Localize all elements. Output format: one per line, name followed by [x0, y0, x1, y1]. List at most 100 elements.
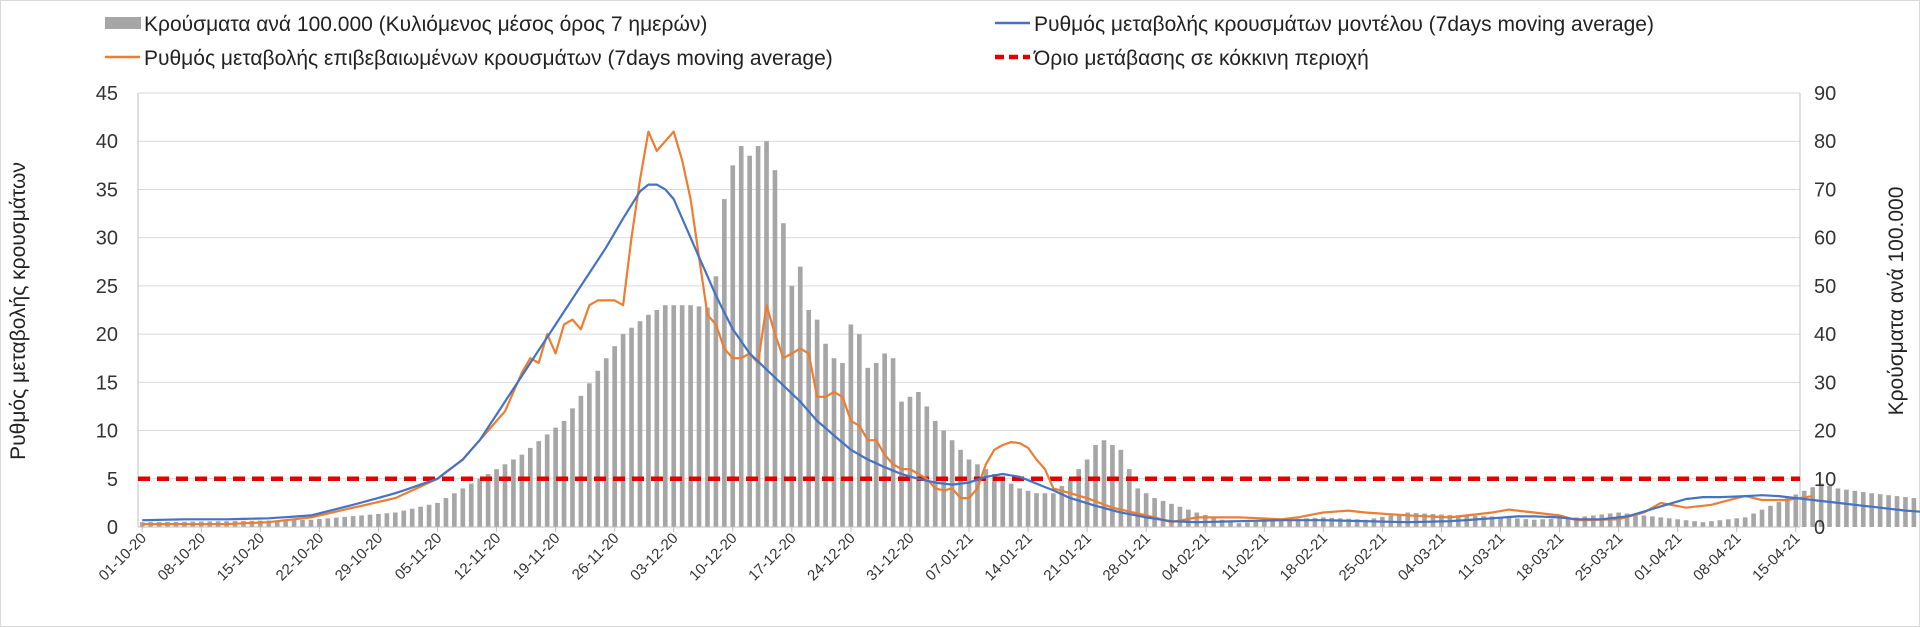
bar [317, 519, 322, 527]
bar [899, 401, 904, 527]
bar [1641, 515, 1647, 527]
bar [890, 358, 896, 527]
bar [1903, 497, 1908, 527]
bar [283, 520, 288, 527]
bar [553, 427, 558, 527]
bar [1329, 517, 1335, 527]
bar [1354, 519, 1360, 527]
bar [258, 520, 263, 527]
bar [865, 367, 871, 527]
bar [1877, 494, 1883, 527]
bar [781, 223, 786, 527]
bar [1911, 498, 1917, 527]
bar [595, 370, 601, 527]
bar [840, 363, 845, 527]
bar [460, 488, 466, 527]
bar [1776, 501, 1782, 527]
bar [722, 199, 727, 528]
bar [755, 146, 761, 528]
bar [1793, 494, 1799, 527]
bar [1574, 517, 1579, 527]
bar [612, 346, 617, 527]
bar [1725, 519, 1731, 527]
bar [587, 383, 592, 527]
bar [1489, 516, 1495, 527]
y-tick-left-label: 35 [96, 179, 118, 201]
bar [392, 512, 398, 527]
bar [1000, 478, 1006, 527]
bar [435, 502, 440, 527]
bar [1869, 493, 1875, 527]
bar [578, 395, 584, 527]
bar [494, 469, 499, 527]
bar [916, 391, 921, 527]
bar [772, 170, 778, 527]
bar [1582, 516, 1588, 527]
bar [983, 469, 989, 527]
bar [1177, 506, 1183, 527]
bar [1709, 521, 1714, 527]
bar [1287, 519, 1292, 527]
bar [1025, 490, 1031, 527]
bar [882, 353, 887, 527]
bar [359, 515, 364, 527]
bar [1405, 512, 1411, 527]
bar [806, 310, 812, 527]
bar [857, 334, 862, 527]
bar [662, 305, 668, 527]
bar [1506, 517, 1512, 527]
legend-bars-swatch [105, 17, 141, 29]
bar [1084, 459, 1090, 527]
bar [764, 141, 769, 527]
bar [291, 520, 297, 527]
bar [1017, 488, 1022, 527]
bar [907, 396, 913, 527]
legend: Κρούσματα ανά 100.000 (Κυλιόμενος μέσος … [105, 13, 1654, 70]
bar [789, 285, 795, 527]
bar [376, 513, 381, 527]
bar [1751, 513, 1756, 527]
bar [1666, 518, 1672, 527]
y-tick-right-label: 70 [1814, 179, 1836, 201]
bar [1700, 522, 1706, 527]
bar [1337, 518, 1343, 527]
bar [1304, 518, 1309, 527]
bar [1894, 496, 1900, 527]
bar [342, 516, 348, 527]
bar [502, 464, 508, 527]
bar [823, 343, 828, 527]
bar [300, 519, 305, 527]
bar [1008, 483, 1014, 527]
bar [1692, 521, 1697, 527]
bar [1422, 513, 1427, 527]
bar [536, 441, 542, 527]
y-tick-right-label: 0 [1814, 517, 1825, 539]
bar [511, 459, 516, 527]
bar [1169, 503, 1174, 527]
bar [831, 358, 837, 527]
bar [1363, 519, 1368, 527]
bar [629, 327, 634, 527]
bar [1844, 489, 1849, 527]
bar [1801, 490, 1807, 527]
bar [333, 517, 339, 527]
y-tick-right-label: 50 [1814, 276, 1836, 298]
bar [1312, 517, 1318, 527]
bar [1430, 513, 1436, 527]
bar [1143, 493, 1149, 527]
y-tick-right-label: 20 [1814, 421, 1836, 443]
bar [1498, 517, 1503, 527]
bar [519, 454, 525, 527]
bar [1093, 445, 1098, 527]
bar [966, 459, 972, 527]
bar [1194, 512, 1200, 527]
bar [1886, 495, 1891, 527]
bar [797, 266, 803, 527]
line-series [142, 130, 1920, 526]
bar [527, 447, 533, 527]
bar [1472, 515, 1478, 527]
bar [1396, 513, 1402, 527]
bar [1531, 519, 1537, 527]
